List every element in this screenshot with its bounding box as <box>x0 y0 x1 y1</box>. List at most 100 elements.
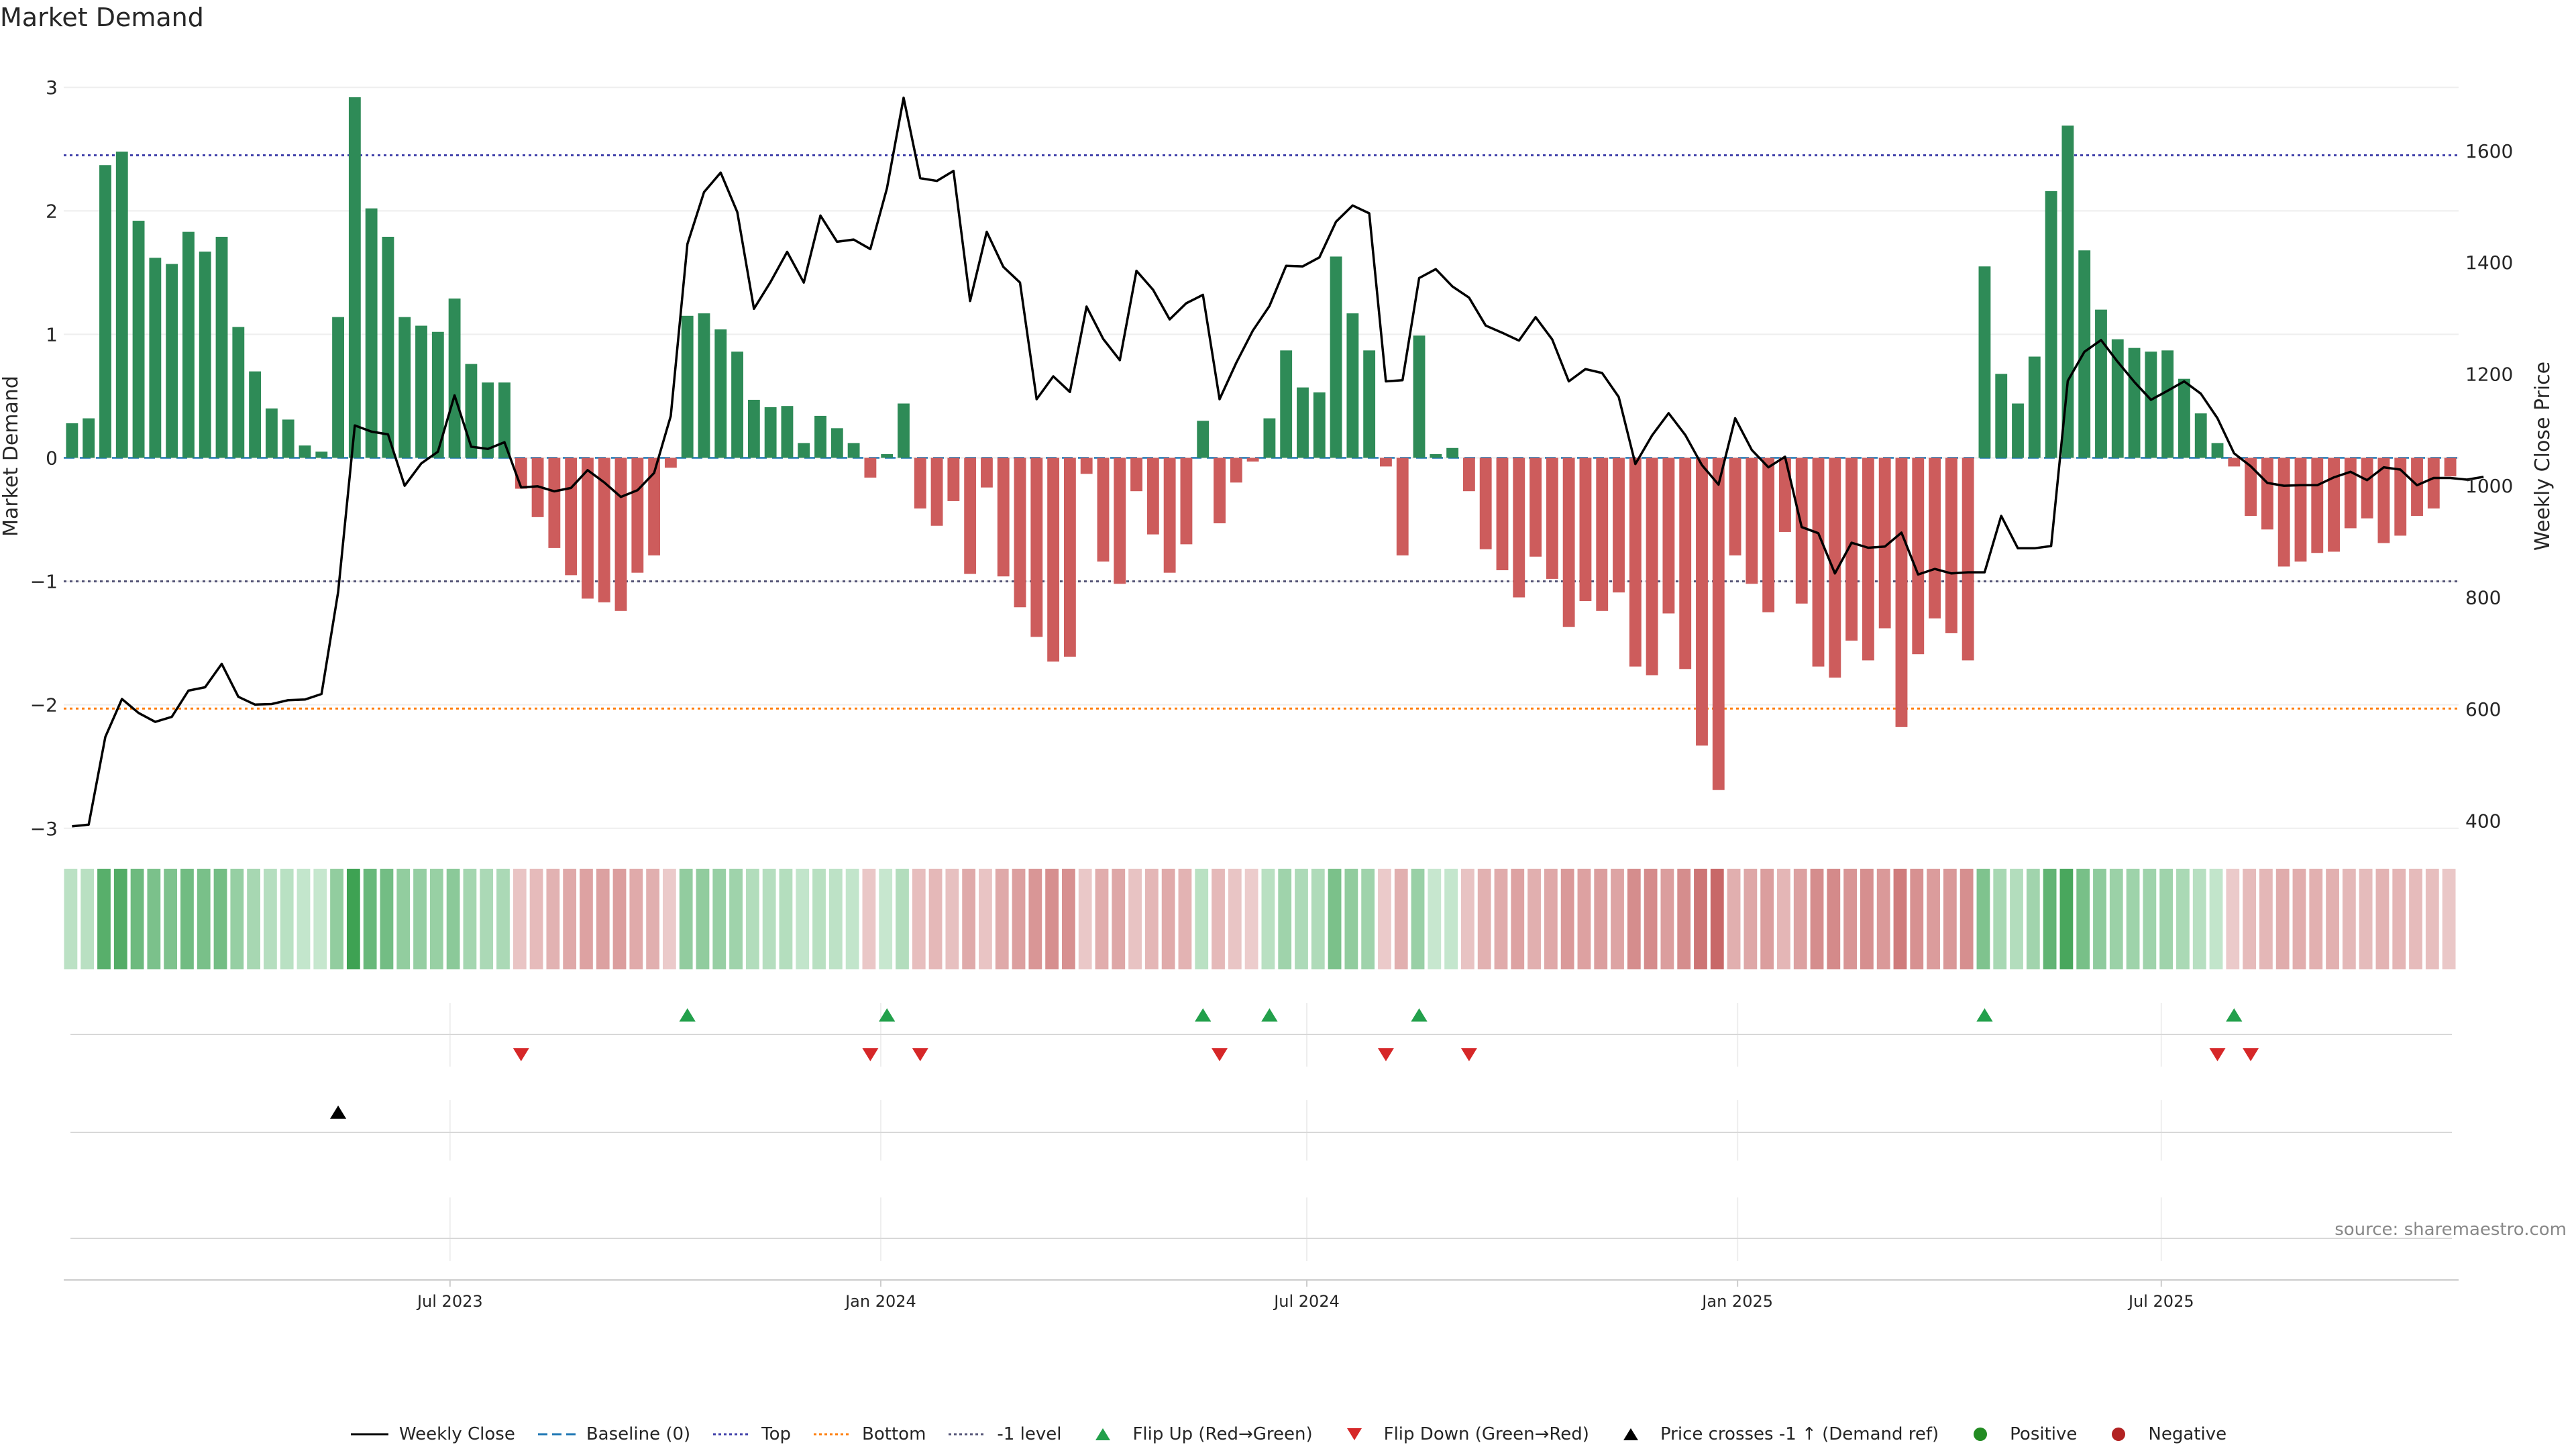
heat-cell <box>1777 869 1790 969</box>
flip-down-marker <box>1211 1048 1228 1061</box>
heat-cell <box>1743 869 1758 969</box>
demand-bar <box>914 458 926 508</box>
legend-label: Top <box>761 1424 792 1444</box>
heat-cell <box>1727 869 1741 969</box>
demand-bar <box>1380 458 1392 467</box>
heat-cell <box>1311 869 1325 969</box>
heat-cell <box>745 869 759 969</box>
heat-cell <box>1993 869 2007 969</box>
y-tick-label: −3 <box>30 818 58 840</box>
heat-cell <box>1893 869 1907 969</box>
price-cross-marker <box>329 1106 347 1119</box>
heat-cell <box>1960 869 1974 969</box>
heat-cell <box>1827 869 1841 969</box>
heat-cell <box>1976 869 1990 969</box>
heat-cell <box>1544 869 1558 969</box>
heat-cell <box>962 869 976 969</box>
dotted-line-icon <box>712 1426 752 1442</box>
demand-bar <box>1579 458 1592 602</box>
heat-cell <box>297 869 311 969</box>
legend-item: Top <box>712 1424 791 1444</box>
demand-bar <box>498 382 511 458</box>
heat-cell <box>596 869 610 969</box>
demand-bar <box>731 352 743 458</box>
demand-bar <box>2377 458 2390 543</box>
dotted-line-icon <box>947 1426 987 1442</box>
heat-cell <box>413 869 427 969</box>
demand-bar <box>1596 458 1609 611</box>
demand-bar <box>2012 403 2024 458</box>
demand-bar <box>99 165 111 458</box>
heat-cell <box>1910 869 1924 969</box>
axes: Jul 2023 Jan 2024 Jul 2024 Jan 2025 Jul 2025… <box>30 76 2514 1311</box>
heat-cell <box>529 869 543 969</box>
demand-bar <box>415 325 427 458</box>
y2-tick-label: 400 <box>2465 810 2501 832</box>
demand-bar <box>1895 458 1908 727</box>
heat-cell <box>2076 869 2090 969</box>
heat-cell <box>879 869 893 969</box>
legend-item: -1 level <box>947 1424 1061 1444</box>
heat-cell <box>629 869 643 969</box>
heat-cell <box>1810 869 1824 969</box>
heat-cell <box>2359 869 2373 969</box>
demand-bar <box>1845 458 1858 641</box>
demand-heat-strip <box>64 869 2456 969</box>
legend: Weekly Close Baseline (0) Top Bottom -1 leve… <box>0 1424 2576 1444</box>
demand-bar <box>1063 458 1076 657</box>
demand-bar <box>1679 458 1692 669</box>
legend-item: Weekly Close <box>350 1424 515 1444</box>
demand-bar <box>1130 458 1142 492</box>
heat-cell <box>1378 869 1391 969</box>
heat-cell <box>779 869 793 969</box>
legend-item: Flip Down (Green→Red) <box>1334 1424 1589 1444</box>
heat-cell <box>1128 869 1142 969</box>
heat-cell <box>2259 869 2273 969</box>
demand-bar <box>1363 350 1376 458</box>
heat-cell <box>64 869 78 969</box>
heat-cell <box>2275 869 2290 969</box>
legend-label: Price crosses -1 ↑ (Demand ref) <box>1660 1424 1939 1444</box>
demand-bar <box>1762 458 1775 612</box>
demand-bar <box>847 443 860 458</box>
demand-bar <box>1479 458 1492 549</box>
flip-up-marker <box>679 1008 696 1022</box>
demand-bar <box>1180 458 1193 545</box>
heat-cell <box>1244 869 1258 969</box>
solid-line-icon <box>350 1426 390 1442</box>
heat-cell <box>1328 869 1342 969</box>
triangle-up-icon <box>1083 1426 1123 1442</box>
demand-bar <box>1396 458 1409 555</box>
heat-cell <box>2143 869 2157 969</box>
demand-bar <box>1662 458 1675 614</box>
demand-bar <box>2194 413 2207 458</box>
demand-bar <box>747 399 760 458</box>
y-tick-label: 3 <box>46 76 58 99</box>
demand-bar <box>2344 458 2357 529</box>
demand-bar <box>482 382 494 458</box>
demand-bar <box>1929 458 1941 619</box>
y-tick-label: 0 <box>46 447 58 470</box>
demand-bar <box>1729 458 1741 555</box>
demand-bar <box>1214 458 1226 524</box>
flip-down-marker <box>912 1048 928 1061</box>
heat-cell <box>1212 869 1225 969</box>
demand-bar <box>249 371 262 458</box>
heat-cell <box>1943 869 1957 969</box>
demand-bar <box>1047 458 1060 662</box>
heat-cell <box>663 869 676 969</box>
heat-cell <box>496 869 510 969</box>
x-tick-label: Jan 2024 <box>844 1292 916 1311</box>
demand-bar <box>215 236 228 458</box>
heat-cell <box>429 869 443 969</box>
heat-cell <box>580 869 593 969</box>
heat-cell <box>1045 869 1059 969</box>
legend-label: Negative <box>2148 1424 2227 1444</box>
legend-label: Baseline (0) <box>586 1424 691 1444</box>
y-tick-label: −1 <box>30 571 58 593</box>
heat-cell <box>796 869 810 969</box>
legend-item: Negative <box>2098 1424 2226 1444</box>
heat-cell <box>147 869 161 969</box>
flip-down-marker <box>2209 1048 2226 1061</box>
heat-cell <box>2292 869 2306 969</box>
